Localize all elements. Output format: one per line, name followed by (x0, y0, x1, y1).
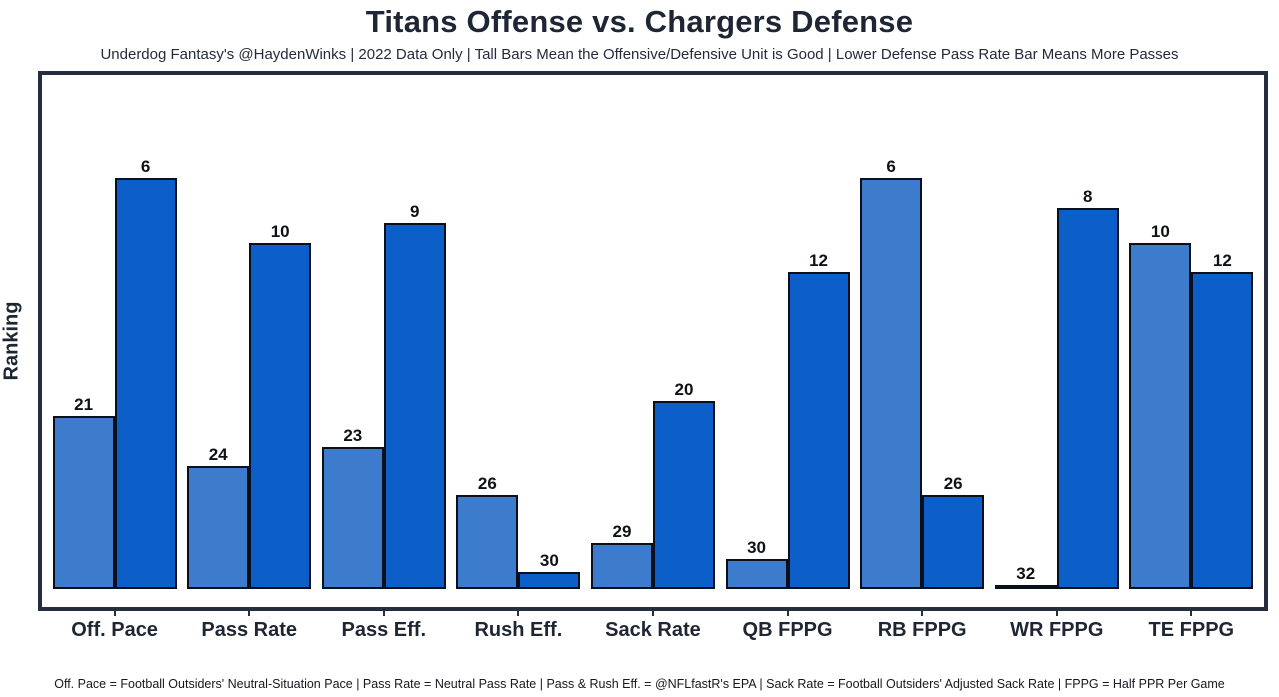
titans-offense-bar: 23 (321, 426, 384, 589)
x-axis-category: Sack Rate (591, 611, 715, 642)
bar-rank-label: 6 (140, 157, 151, 177)
bar-rank-label: 12 (809, 251, 829, 271)
x-axis-category: Pass Rate (187, 611, 311, 642)
x-axis-category: WR FPPG (995, 611, 1119, 642)
chargers-defense-bar: 10 (249, 222, 312, 589)
bar-rank-label: 29 (612, 521, 632, 541)
x-axis-category-label: Pass Eff. (341, 619, 427, 641)
x-axis-tick (1190, 611, 1193, 616)
x-axis-tick (921, 611, 924, 616)
x-axis-category-label: QB FPPG (742, 619, 833, 641)
titans-offense-bar: 29 (590, 522, 653, 589)
bar-group: 29 20 (590, 75, 715, 589)
bar-rank-label: 10 (270, 221, 290, 241)
y-axis-label: Ranking (0, 301, 23, 381)
x-axis-labels: Off. Pace Pass Rate Pass Eff. Rush Eff. Sack… (42, 611, 1264, 642)
bar-rank-label: 32 (1016, 564, 1036, 583)
bar-rank-label: 10 (1150, 221, 1170, 241)
bar-group: 10 12 (1129, 75, 1254, 589)
bar-group: 21 6 (52, 75, 177, 589)
bar-rank-label: 9 (410, 202, 420, 222)
x-axis-category-label: Off. Pace (71, 619, 158, 641)
bar-group: 23 9 (321, 75, 446, 589)
bar-rank-label: 26 (943, 473, 963, 493)
x-axis-category-label: Rush Eff. (474, 619, 563, 641)
x-axis-category-label: TE FPPG (1148, 619, 1235, 641)
titans-offense-bar: 10 (1129, 222, 1192, 589)
chargers-defense-bar: 6 (114, 157, 177, 589)
x-axis-category-label: Sack Rate (605, 619, 701, 641)
x-axis-category-label: Pass Rate (201, 619, 297, 641)
titans-offense-bar: 32 (994, 564, 1057, 589)
bar-group: 6 26 (860, 75, 985, 589)
footnote: Off. Pace = Football Outsiders' Neutral-… (54, 677, 1225, 691)
chargers-defense-bar: 30 (518, 551, 581, 589)
bar-rank-label: 21 (74, 394, 94, 414)
bar-rank-label: 30 (539, 551, 559, 571)
x-axis-tick (382, 611, 385, 616)
x-axis-category-label: RB FPPG (877, 619, 967, 641)
chargers-defense-bar: 9 (383, 202, 446, 589)
x-axis-tick (517, 611, 520, 616)
titans-offense-bar: 21 (52, 395, 115, 589)
plot-area: 21 6 24 10 23 9 26 30 29 20 30 12 6 26 32 8 10 12 (38, 71, 1268, 611)
x-axis-category: RB FPPG (860, 611, 984, 642)
bar-rank-label: 6 (886, 157, 896, 177)
chart-subtitle: Underdog Fantasy's @HaydenWinks | 2022 D… (100, 46, 1179, 63)
x-axis-tick (1055, 611, 1058, 616)
titans-offense-bar: 26 (456, 474, 519, 589)
titans-offense-bar: 6 (860, 157, 923, 589)
bar-rank-label: 24 (208, 444, 228, 464)
x-axis-tick (248, 611, 251, 616)
bar-rank-label: 23 (343, 425, 363, 445)
x-axis-tick (786, 611, 789, 616)
x-axis-tick (113, 611, 116, 616)
chargers-defense-bar: 12 (1191, 251, 1254, 589)
bar-group: 32 8 (994, 75, 1119, 589)
x-axis-category: QB FPPG (726, 611, 850, 642)
chargers-defense-bar: 20 (652, 380, 715, 589)
x-axis-category: Pass Eff. (322, 611, 446, 642)
x-axis-category-label: WR FPPG (1010, 619, 1104, 641)
bar-group: 26 30 (456, 75, 581, 589)
x-axis-tick (651, 611, 654, 616)
bar-group: 30 12 (725, 75, 850, 589)
titans-offense-bar: 30 (725, 538, 788, 589)
bar-groups: 21 6 24 10 23 9 26 30 29 20 30 12 6 26 32 8 10 12 (42, 75, 1264, 589)
chargers-defense-bar: 12 (787, 251, 850, 589)
bar-rank-label: 30 (747, 538, 767, 558)
bar-rank-label: 8 (1083, 187, 1093, 207)
bar-group: 24 10 (187, 75, 312, 589)
chargers-defense-bar: 8 (1056, 187, 1119, 589)
titans-offense-bar: 24 (187, 445, 250, 589)
bar-rank-label: 20 (674, 380, 694, 400)
x-axis-category: Off. Pace (53, 611, 177, 642)
bar-rank-label: 12 (1212, 251, 1232, 271)
bar-rank-label: 26 (477, 473, 497, 493)
x-axis-category: TE FPPG (1129, 611, 1253, 642)
chargers-defense-bar: 26 (922, 474, 985, 589)
x-axis-category: Rush Eff. (456, 611, 580, 642)
chart-title: Titans Offense vs. Chargers Defense (365, 4, 914, 39)
